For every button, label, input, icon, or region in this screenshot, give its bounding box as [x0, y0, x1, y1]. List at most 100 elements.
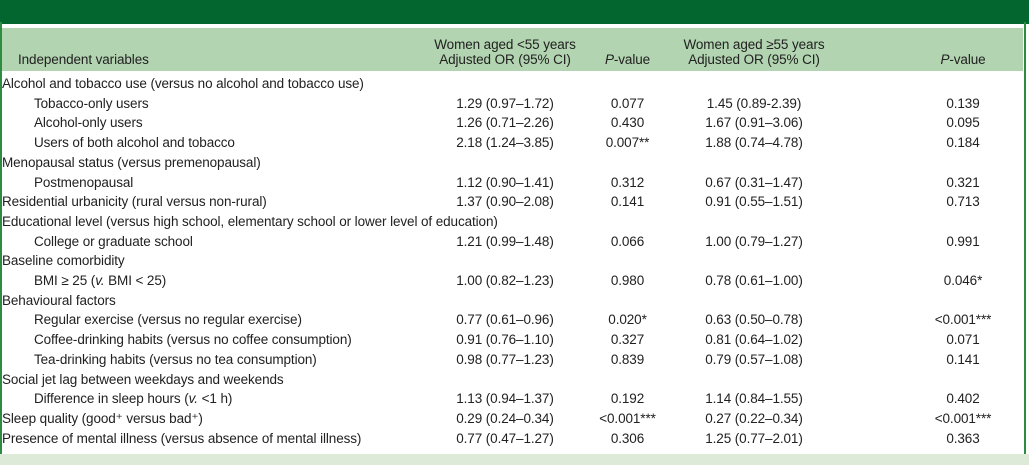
- cell-or-55-and-over: 1.14 (0.84–1.55): [705, 391, 803, 407]
- cell-p-under-55: 0.141: [610, 194, 645, 210]
- cell-or-55-and-over: [665, 251, 843, 271]
- cell-p-55-and-over: <0.001***: [934, 312, 992, 328]
- cell-or-under-55: [420, 370, 590, 390]
- header-line-measure: Adjusted OR (95% CI): [688, 52, 820, 67]
- table-row: Postmenopausal 1.12 (0.90–1.41) 0.312 0.67 …: [2, 173, 1023, 193]
- cell-variable-label: Postmenopausal: [34, 174, 134, 190]
- cell-or-under-55: 0.77 (0.47–1.27): [456, 430, 554, 446]
- cell-p-under-55: 0.839: [610, 351, 645, 367]
- cell-p-under-55: 0.192: [610, 391, 645, 407]
- cell-variable-label: BMI ≥ 25 (v. BMI < 25): [34, 273, 167, 289]
- cell-p-under-55: 0.430: [610, 115, 645, 131]
- cell-variable-label: Social jet lag between weekdays and week…: [2, 371, 284, 387]
- cell-or-under-55: [420, 153, 590, 173]
- table-row: Users of both alcohol and tobacco 2.18 (1…: [2, 133, 1023, 153]
- table-row: Behavioural factors: [2, 291, 1023, 311]
- table-row: Sleep quality (good⁺ versus bad⁺) 0.29 (0…: [2, 409, 1023, 429]
- cell-variable-label: Educational level (versus high school, e…: [2, 213, 498, 229]
- table-row: College or graduate school 1.21 (0.99–1.4…: [2, 232, 1023, 252]
- cell-p-under-55: 0.077: [610, 95, 645, 111]
- cell-or-under-55: 1.29 (0.97–1.72): [456, 95, 554, 111]
- cell-or-55-and-over: [665, 212, 843, 232]
- cell-or-55-and-over: 0.67 (0.31–1.47): [705, 174, 803, 190]
- header-line-group: Women aged ≥55 years: [683, 37, 825, 52]
- cell-or-under-55: [420, 74, 590, 94]
- cell-p-under-55: 0.306: [610, 430, 645, 446]
- cell-or-under-55: [420, 251, 590, 271]
- cell-p-under-55: 0.312: [610, 174, 645, 190]
- cell-or-55-and-over: 0.91 (0.55–1.51): [705, 194, 803, 210]
- table-row: Tea-drinking habits (versus no tea consu…: [2, 350, 1023, 370]
- table-row: Regular exercise (versus no regular exer…: [2, 310, 1023, 330]
- table-row: Tobacco-only users 1.29 (0.97–1.72) 0.077 1…: [2, 94, 1023, 114]
- cell-p-55-and-over: 0.095: [946, 115, 980, 131]
- table-bottom-strip: [0, 454, 1029, 465]
- cell-p-55-and-over: [843, 370, 1023, 390]
- cell-or-55-and-over: [665, 370, 843, 390]
- cell-p-55-and-over: 0.141: [946, 351, 980, 367]
- table-header-row: Independent variables Women aged <55 yea…: [2, 28, 1023, 71]
- table-row: Educational level (versus high school, e…: [2, 212, 1023, 232]
- cell-or-55-and-over: 1.88 (0.74–4.78): [705, 135, 803, 151]
- cell-variable-label: College or graduate school: [34, 233, 193, 249]
- table-row: Menopausal status (versus premenopausal): [2, 153, 1023, 173]
- cell-or-55-and-over: 1.00 (0.79–1.27): [705, 233, 803, 249]
- cell-p-55-and-over: [843, 153, 1023, 173]
- cell-variable-label: Regular exercise (versus no regular exer…: [34, 312, 302, 328]
- cell-variable-label: Presence of mental illness (versus absen…: [2, 430, 362, 446]
- table-right-border: [1024, 22, 1026, 454]
- table-body-grid: Alcohol and tobacco use (versus no alcoh…: [2, 74, 1023, 448]
- cell-or-under-55: 0.77 (0.61–0.96): [456, 312, 554, 328]
- col-header-pvalue-under-55: P-value: [604, 52, 651, 67]
- cell-variable-label: Users of both alcohol and tobacco: [34, 135, 235, 151]
- cell-variable-label: Behavioural factors: [2, 292, 116, 308]
- cell-p-55-and-over: 0.071: [946, 332, 980, 348]
- cell-p-under-55: [590, 74, 665, 94]
- cell-or-under-55: 1.37 (0.90–2.08): [456, 194, 554, 210]
- cell-or-under-55: 1.13 (0.94–1.37): [456, 391, 554, 407]
- cell-or-55-and-over: [665, 291, 843, 311]
- table-row: Baseline comorbidity: [2, 251, 1023, 271]
- col-header-women-under-55: Women aged <55 years Adjusted OR (95% CI…: [420, 37, 590, 67]
- cell-p-55-and-over: [843, 212, 1023, 232]
- table-row: Presence of mental illness (versus absen…: [2, 429, 1023, 449]
- cell-variable-label: Baseline comorbidity: [2, 253, 125, 269]
- col-header-pvalue-55-and-over: P-value: [940, 52, 986, 67]
- table-row: Alcohol-only users 1.26 (0.71–2.26) 0.430 1…: [2, 113, 1023, 133]
- table-row: Difference in sleep hours (v. <1 h) 1.13 …: [2, 389, 1023, 409]
- cell-p-under-55: 0.007**: [605, 135, 650, 151]
- cell-p-55-and-over: 0.046*: [943, 273, 983, 289]
- cell-variable-label: Sleep quality (good⁺ versus bad⁺): [2, 410, 203, 426]
- cell-p-55-and-over: [843, 74, 1023, 94]
- cell-or-55-and-over: 1.25 (0.77–2.01): [705, 430, 803, 446]
- cell-p-55-and-over: [843, 251, 1023, 271]
- cell-variable-label: Tea-drinking habits (versus no tea consu…: [34, 351, 317, 367]
- cell-or-55-and-over: 0.79 (0.57–1.08): [705, 351, 803, 367]
- cell-variable-label: Tobacco-only users: [34, 95, 149, 111]
- cell-p-55-and-over: 0.991: [946, 233, 980, 249]
- cell-p-under-55: [590, 212, 665, 232]
- header-line-group: Women aged <55 years: [434, 37, 576, 52]
- cell-or-55-and-over: 1.45 (0.89-2.39): [706, 95, 802, 111]
- cell-p-under-55: <0.001***: [599, 410, 656, 426]
- cell-variable-label: Residential urbanicity (rural versus non…: [2, 194, 267, 210]
- cell-variable-label: Alcohol-only users: [34, 115, 143, 131]
- cell-p-under-55: 0.980: [610, 273, 645, 289]
- cell-p-under-55: [590, 370, 665, 390]
- cell-p-55-and-over: <0.001***: [934, 410, 992, 426]
- cell-or-55-and-over: 0.78 (0.61–1.00): [705, 273, 803, 289]
- table-row: Alcohol and tobacco use (versus no alcoh…: [2, 74, 1023, 94]
- table-row: Residential urbanicity (rural versus non…: [2, 192, 1023, 212]
- cell-or-55-and-over: [665, 153, 843, 173]
- table-top-bar: [0, 0, 1029, 24]
- cell-or-under-55: 1.12 (0.90–1.41): [456, 174, 554, 190]
- cell-or-under-55: 2.18 (1.24–3.85): [456, 135, 554, 151]
- cell-or-under-55: 1.26 (0.71–2.26): [456, 115, 554, 131]
- cell-variable-label: Difference in sleep hours (v. <1 h): [34, 391, 233, 407]
- cell-p-55-and-over: [843, 291, 1023, 311]
- table-row: BMI ≥ 25 (v. BMI < 25) 1.00 (0.82–1.23) 0.…: [2, 271, 1023, 291]
- col-header-independent-variables: Independent variables: [18, 52, 149, 67]
- cell-or-under-55: 1.00 (0.82–1.23): [456, 273, 554, 289]
- cell-or-55-and-over: 1.67 (0.91–3.06): [705, 115, 803, 131]
